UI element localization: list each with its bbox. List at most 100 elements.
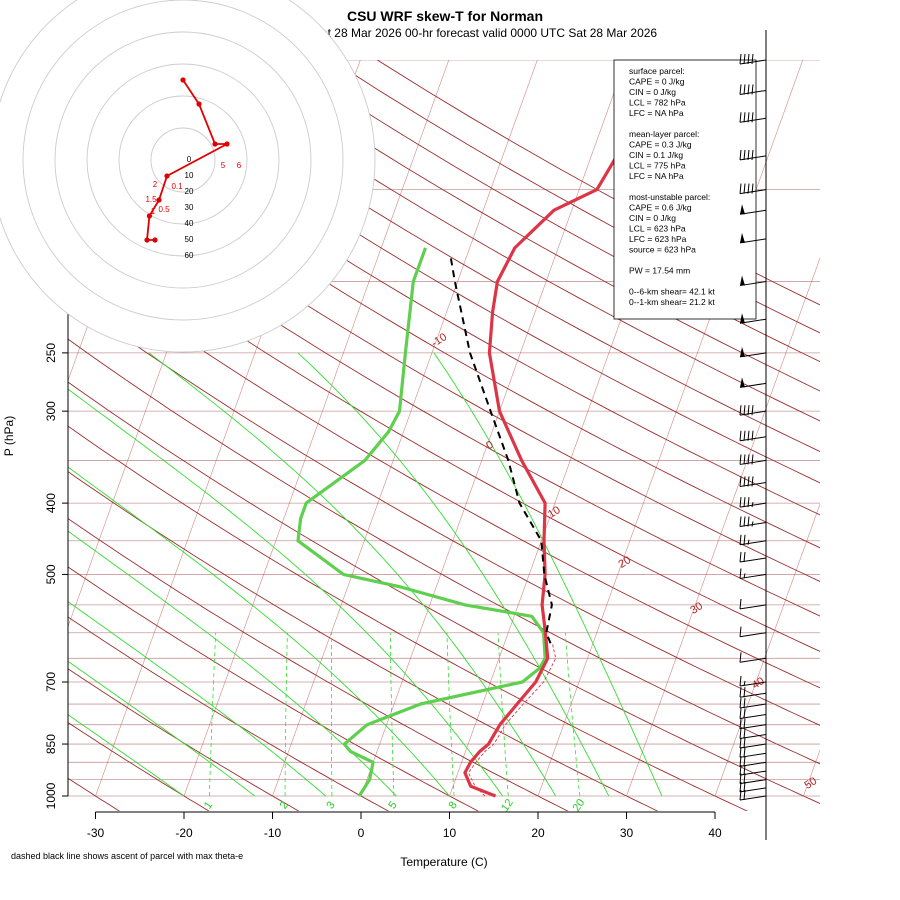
info-box-line: CIN = 0 J/kg <box>629 87 676 97</box>
info-box-line: LCL = 775 hPa <box>629 161 686 171</box>
wind-barb-flag <box>743 497 746 508</box>
info-box-line: source = 623 hPa <box>629 245 696 255</box>
dry-adiabat <box>68 425 749 811</box>
dry-adiabat <box>68 518 569 811</box>
wind-barb <box>739 773 767 785</box>
wind-barb <box>739 346 767 358</box>
mixing-ratio-label: 1 <box>202 799 215 811</box>
info-box-line: LFC = NA hPa <box>629 171 684 181</box>
chart-subtitle: init: 0000 UTC Sat 28 Mar 2026 00-hr for… <box>233 26 658 40</box>
wind-barb-staff <box>739 632 767 638</box>
info-box-line: LCL = 782 hPa <box>629 98 686 108</box>
isotherm-label: 10 <box>546 504 563 521</box>
hodograph-point <box>152 237 158 243</box>
dry-adiabat <box>68 68 820 516</box>
wind-barb-flag <box>747 430 750 441</box>
wind-barb-flag <box>739 430 742 441</box>
isotherm-line <box>183 60 450 797</box>
wind-barb-flag <box>743 53 746 65</box>
dry-adiabat <box>68 381 820 804</box>
wind-barb-flag <box>739 687 742 698</box>
info-box-line: 0--1-km shear= 21.2 kt <box>629 297 715 307</box>
mixing-ratio-line <box>446 632 455 797</box>
wind-barb <box>739 568 767 579</box>
info-box-line: CAPE = 0.6 J/kg <box>629 203 692 213</box>
wind-barb-flag <box>751 149 754 160</box>
hodograph-height-label: 0.5 <box>158 205 170 214</box>
wind-barb-flag <box>743 551 746 563</box>
wind-barb-flag <box>739 516 742 527</box>
wind-barb-flag <box>747 476 750 487</box>
moist-adiabat <box>68 388 503 797</box>
wind-barb-flag <box>739 183 742 194</box>
hodograph-height-label: 1 <box>151 207 156 216</box>
wind-barb-flag <box>747 53 750 65</box>
y-tick-label: 1000 <box>44 782 58 809</box>
wind-barb <box>739 697 767 709</box>
wind-barb-pennant <box>740 313 745 324</box>
wind-barb <box>739 718 767 730</box>
virtual-temperature-line <box>467 643 557 797</box>
dry-adiabat <box>68 566 479 811</box>
wind-barb-half <box>747 539 750 545</box>
wind-barb-flag <box>743 781 746 792</box>
sounding-profiles <box>296 71 664 798</box>
wind-barb-pennant <box>740 377 745 388</box>
y-tick-label: 250 <box>44 343 58 363</box>
wind-barb <box>739 687 767 698</box>
wind-barb-flag <box>739 718 742 729</box>
wind-barb <box>739 313 767 324</box>
wind-barb <box>739 497 767 508</box>
hodograph-point <box>224 141 230 147</box>
wind-barb-flag <box>739 598 742 609</box>
temperature-line <box>463 71 664 798</box>
wind-barb-pennant <box>740 346 745 357</box>
wind-barb-flag <box>743 516 746 527</box>
y-tick-label: 500 <box>44 564 58 584</box>
hodograph-ring-label: 60 <box>185 251 194 260</box>
x-tick-label: -20 <box>175 826 193 840</box>
dewpoint-line <box>296 247 547 797</box>
wind-barb-flag <box>751 53 754 65</box>
wind-barb <box>739 534 767 546</box>
wind-barb-flag <box>739 454 742 465</box>
mixing-ratio-label: 20 <box>571 797 588 814</box>
moist-adiabat <box>68 601 326 797</box>
hodograph-height-label: 2 <box>153 180 158 189</box>
dry-adiabat <box>68 721 210 811</box>
hodograph-ring <box>54 31 312 289</box>
wind-barb-flag <box>739 497 742 508</box>
isotherm-line <box>714 503 820 797</box>
wind-barb <box>739 747 767 758</box>
wind-barb-flag <box>743 405 746 416</box>
wind-barb-pennant <box>740 275 745 286</box>
isotherm-label: -10 <box>429 331 449 350</box>
wind-barb <box>739 430 767 442</box>
mixing-ratio-line <box>284 632 288 796</box>
wind-barb-flag <box>743 765 746 776</box>
hodograph-point <box>212 141 218 147</box>
moist-adiabat <box>433 352 663 797</box>
wind-barb-flag <box>743 697 746 709</box>
isotherm-line <box>360 60 627 797</box>
wind-barb-flag <box>743 112 746 123</box>
wind-barb-flag <box>743 738 746 749</box>
hodograph-point <box>196 101 202 107</box>
info-box-line: 0--6-km shear= 42.1 kt <box>629 287 715 297</box>
wind-barb <box>739 454 767 465</box>
hodograph-ring <box>0 0 376 353</box>
x-tick-label: 30 <box>620 826 634 840</box>
isotherm-label: 20 <box>616 554 633 571</box>
wind-barb-pennant <box>740 204 745 215</box>
y-tick-label: 400 <box>44 493 58 513</box>
wind-barb-flag <box>739 675 742 687</box>
info-box-line: surface parcel: <box>629 66 685 76</box>
info-box-frame <box>613 59 757 320</box>
hodograph-ring <box>150 127 216 193</box>
wind-barb-flag <box>739 84 742 95</box>
wind-barb <box>739 275 767 287</box>
hodograph-height-label: 6 <box>237 161 242 170</box>
